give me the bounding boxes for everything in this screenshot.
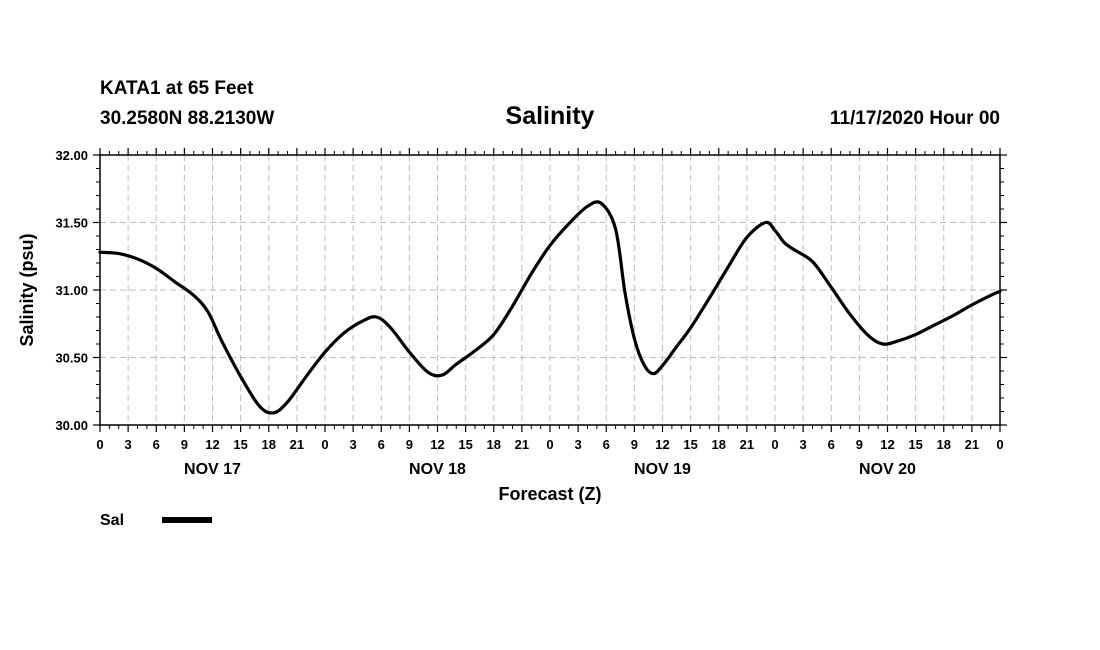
x-tick-label: 12 [880, 437, 894, 452]
x-tick-label: 9 [856, 437, 863, 452]
x-tick-label: 0 [96, 437, 103, 452]
y-axis-label: Salinity (psu) [17, 233, 37, 346]
day-label: NOV 19 [634, 461, 691, 478]
day-label: NOV 20 [859, 461, 916, 478]
x-tick-label: 21 [290, 437, 304, 452]
x-tick-label: 0 [321, 437, 328, 452]
x-tick-label: 12 [205, 437, 219, 452]
x-tick-label: 15 [233, 437, 247, 452]
x-tick-label: 12 [655, 437, 669, 452]
y-tick-label: 31.50 [55, 216, 88, 231]
station-title: KATA1 at 65 Feet [100, 78, 254, 99]
x-tick-label: 6 [153, 437, 160, 452]
x-tick-label: 6 [828, 437, 835, 452]
x-tick-label: 18 [262, 437, 276, 452]
x-tick-label: 6 [378, 437, 385, 452]
y-tick-label: 32.00 [55, 148, 88, 163]
x-tick-label: 21 [740, 437, 754, 452]
x-tick-label: 18 [712, 437, 726, 452]
y-tick-label: 31.00 [55, 283, 88, 298]
x-tick-label: 3 [350, 437, 357, 452]
x-tick-label: 15 [683, 437, 697, 452]
x-tick-label: 6 [603, 437, 610, 452]
x-tick-labels: 0 3 6 9 12 15 18 21 0 3 6 9 12 15 18 21 0 3 6 9 12 15 18 21 0 3 6 9… [96, 437, 1003, 452]
x-tick-label: 18 [487, 437, 501, 452]
x-tick-label: 3 [575, 437, 582, 452]
salinity-series-line [98, 200, 1002, 415]
day-label: NOV 17 [184, 461, 241, 478]
y-tick-labels: 30.00 30.50 31.00 31.50 32.00 [55, 148, 88, 433]
x-tick-label: 15 [458, 437, 472, 452]
x-tick-label: 9 [181, 437, 188, 452]
day-labels: NOV 17 NOV 18 NOV 19 NOV 20 [184, 461, 916, 478]
x-tick-label: 12 [430, 437, 444, 452]
x-tick-label: 15 [908, 437, 922, 452]
grid-lines [100, 155, 1000, 425]
x-tick-label: 9 [631, 437, 638, 452]
x-tick-label: 0 [996, 437, 1003, 452]
forecast-date: 11/17/2020 Hour 00 [830, 108, 1000, 129]
y-tick-label: 30.00 [55, 418, 88, 433]
x-tick-label: 3 [125, 437, 132, 452]
y-tick-label: 30.50 [55, 351, 88, 366]
x-axis-label: Forecast (Z) [498, 484, 601, 504]
day-label: NOV 18 [409, 461, 466, 478]
legend-label: Sal [100, 512, 124, 529]
x-tick-label: 18 [937, 437, 951, 452]
x-tick-label: 21 [515, 437, 529, 452]
x-tick-label: 9 [406, 437, 413, 452]
x-tick-label: 3 [800, 437, 807, 452]
chart-title: Salinity [506, 102, 595, 130]
station-location: 30.2580N 88.2130W [100, 108, 274, 129]
x-tick-label: 0 [771, 437, 778, 452]
x-tick-label: 21 [965, 437, 979, 452]
x-tick-label: 0 [546, 437, 553, 452]
